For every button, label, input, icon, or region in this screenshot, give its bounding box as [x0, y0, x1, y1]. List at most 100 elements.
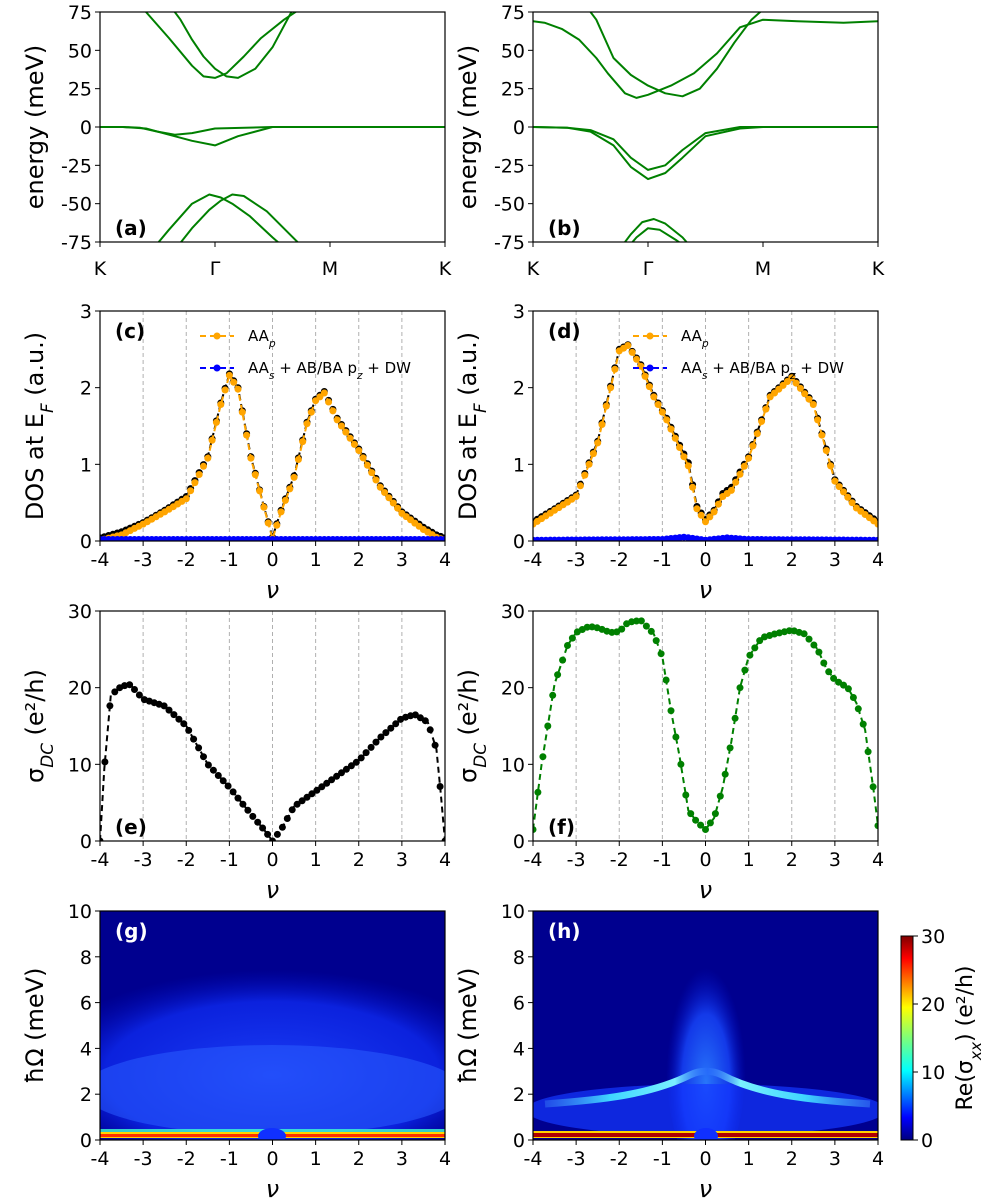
x-tick-label: -2 — [177, 849, 196, 871]
heatmap-h — [533, 911, 878, 1140]
data-point — [372, 738, 380, 746]
x-tick-label: 3 — [829, 1148, 841, 1170]
data-point — [185, 726, 193, 734]
x-tick-label: 4 — [439, 1148, 451, 1170]
x-tick-label: -1 — [220, 849, 239, 871]
data-point — [187, 487, 195, 495]
data-point — [333, 416, 341, 424]
y-axis-label: DOS at EF (a.u.) — [454, 332, 490, 520]
y-tick-label: 10 — [68, 901, 92, 923]
data-point — [676, 444, 684, 451]
data-point — [209, 766, 217, 774]
data-point — [706, 819, 714, 827]
data-point — [602, 402, 610, 410]
data-point — [849, 694, 857, 701]
data-point — [329, 407, 337, 415]
data-point — [160, 702, 168, 710]
data-point — [801, 390, 809, 398]
data-point — [381, 489, 389, 496]
y-tick-label: 0 — [513, 117, 525, 139]
y-axis-label: energy (meV) — [21, 45, 49, 210]
data-point — [333, 772, 341, 780]
data-point — [825, 668, 833, 676]
data-point — [303, 793, 311, 801]
x-tick-label: -3 — [567, 1148, 586, 1170]
data-point — [736, 470, 744, 478]
data-point — [249, 812, 257, 820]
data-point — [234, 794, 242, 802]
data-point — [224, 782, 232, 790]
data-point — [131, 686, 138, 693]
data-point — [170, 711, 178, 719]
x-tick-label: -2 — [610, 849, 629, 871]
y-tick-label: 0 — [80, 831, 92, 853]
y-tick-label: 20 — [68, 678, 92, 700]
x-tick-label: 3 — [396, 1148, 408, 1170]
panel-g: 0 2 4 6 8 10 -4 -3 -2 -1 0 1 2 3 4 ν ħΩ (meV) (g) — [21, 901, 451, 1200]
data-point — [749, 442, 757, 450]
data-point — [814, 416, 822, 424]
data-point — [298, 797, 306, 805]
data-point — [180, 720, 188, 728]
panel-label: (d) — [548, 319, 581, 343]
series-line — [533, 18, 878, 99]
data-point — [539, 753, 547, 761]
data-point — [342, 765, 350, 773]
x-tick-label: 2 — [353, 1148, 365, 1170]
data-point — [243, 431, 251, 439]
data-point — [572, 493, 580, 500]
y-tick-label: 0 — [513, 531, 525, 553]
data-point — [182, 495, 190, 503]
data-point — [387, 724, 395, 732]
x-axis-label: ν — [699, 876, 712, 904]
data-point — [710, 508, 718, 516]
y-tick-label: 25 — [68, 79, 92, 101]
series-line — [145, 12, 298, 79]
data-point — [818, 431, 826, 439]
data-point — [822, 447, 830, 454]
data-point — [874, 520, 878, 528]
data-point — [657, 650, 665, 658]
data-point — [692, 816, 700, 824]
data-point — [394, 504, 402, 512]
data-point — [706, 513, 714, 521]
series-line — [157, 193, 280, 242]
x-tick-label: 4 — [439, 549, 451, 571]
x-tick-label: -3 — [567, 549, 586, 571]
data-point — [746, 651, 754, 659]
series-line — [533, 126, 878, 181]
x-axis-label: ν — [266, 1175, 279, 1200]
data-point — [264, 519, 272, 527]
y-tick-label: 20 — [501, 678, 525, 700]
data-point — [533, 826, 537, 833]
y-axis-label: σDC (e²/h) — [21, 669, 57, 783]
data-point — [714, 500, 722, 508]
y-tick-label: 30 — [501, 601, 525, 623]
series-line — [533, 126, 878, 171]
data-point — [726, 744, 734, 752]
plot-area — [533, 617, 878, 833]
x-tick-label: 0 — [699, 849, 711, 871]
data-point — [711, 810, 719, 818]
y-axis-label: energy (meV) — [454, 45, 482, 210]
x-tick-label: K — [872, 258, 885, 280]
data-point — [731, 714, 739, 722]
data-point — [628, 348, 636, 356]
data-point — [367, 743, 375, 751]
plot-area — [100, 681, 445, 841]
data-point — [745, 454, 753, 462]
x-tick-label: 0 — [266, 849, 278, 871]
legend-entry: AAs + AB/BA pz + DW — [200, 359, 411, 382]
data-point — [362, 749, 370, 757]
panel-label: (e) — [115, 815, 147, 839]
y-tick-label: 6 — [80, 993, 92, 1015]
data-point — [827, 462, 835, 470]
x-tick-label: -3 — [134, 1148, 153, 1170]
y-tick-label: 1 — [80, 454, 92, 476]
data-point — [357, 754, 365, 762]
data-point — [239, 800, 247, 808]
data-point — [680, 453, 688, 461]
data-point — [642, 622, 650, 630]
data-point — [869, 783, 877, 791]
